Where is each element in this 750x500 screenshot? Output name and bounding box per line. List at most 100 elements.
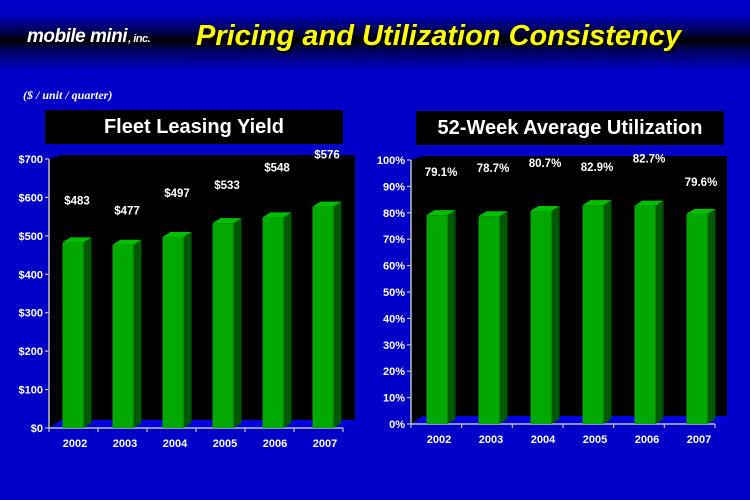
chart-0: $0 $100 $200 $300 $400 $500 $600 $700 $483 2002 $4… — [19, 150, 355, 450]
bar-2005 — [582, 200, 612, 424]
bar-top — [530, 205, 560, 211]
y-tick-label: 0% — [389, 419, 405, 431]
logo-text: mobile mini — [27, 26, 128, 47]
bar-2004 — [162, 232, 192, 428]
x-tick-label: 2004 — [163, 438, 188, 450]
data-label: $576 — [314, 150, 340, 162]
x-tick-label: 2002 — [63, 438, 87, 450]
bar-top — [686, 208, 716, 214]
data-label: 79.1% — [425, 167, 458, 179]
x-tick-label: 2003 — [113, 438, 137, 450]
y-tick-label: 50% — [383, 287, 405, 299]
bar-side — [551, 205, 560, 424]
y-tick-label: 20% — [383, 366, 405, 378]
bar-front — [426, 215, 448, 424]
bar-top — [634, 200, 664, 206]
bar-top — [262, 212, 292, 218]
bar-top — [478, 211, 508, 217]
bar-side — [233, 218, 242, 428]
bar-front — [112, 244, 134, 428]
y-tick-label: 80% — [383, 208, 405, 220]
x-tick-label: 2002 — [427, 434, 451, 446]
plot-back-wall — [49, 155, 355, 428]
bar-2003 — [112, 239, 142, 428]
y-tick-label: $500 — [19, 231, 43, 243]
y-tick-label: 90% — [383, 181, 405, 193]
bar-2002 — [426, 210, 456, 424]
y-tick-label: 30% — [383, 340, 405, 352]
bar-2003 — [478, 211, 508, 424]
bar-2002 — [62, 237, 92, 428]
bar-2005 — [212, 218, 242, 428]
chart-1: 0% 10% 20% 30% 40% 50% 60% 70% 80% 90% 100% 79.1% 20… — [377, 154, 727, 446]
bar-top — [582, 200, 612, 206]
bar-2007 — [686, 208, 716, 424]
bar-front — [686, 213, 708, 424]
bar-top — [212, 218, 242, 224]
bar-front — [582, 205, 604, 424]
slide-title: Pricing and Utilization Consistency — [196, 20, 682, 52]
bar-front — [312, 206, 334, 428]
units-subtitle: ($ / unit / quarter) — [23, 88, 113, 102]
bar-front — [530, 210, 552, 424]
bar-front — [162, 237, 184, 428]
y-tick-label: $600 — [19, 192, 43, 204]
bar-front — [62, 242, 84, 428]
y-tick-label: 10% — [383, 393, 405, 405]
bar-side — [133, 239, 142, 428]
y-tick-label: 40% — [383, 313, 405, 325]
x-tick-label: 2007 — [313, 438, 337, 450]
bar-side — [333, 201, 342, 428]
y-tick-label: 100% — [377, 155, 405, 167]
data-label: $477 — [114, 206, 140, 218]
x-tick-label: 2003 — [479, 434, 503, 446]
bar-2006 — [262, 212, 292, 428]
bar-top — [112, 239, 142, 245]
bar-side — [603, 200, 612, 424]
bar-top — [312, 201, 342, 207]
bar-front — [634, 205, 656, 424]
bar-front — [478, 216, 500, 424]
data-label: 80.7% — [529, 158, 562, 170]
data-label: $483 — [64, 195, 90, 207]
bar-side — [183, 232, 192, 428]
chart-title-fleet-leasing-yield: Fleet Leasing Yield — [45, 110, 343, 144]
bar-2004 — [530, 205, 560, 424]
bar-top — [426, 210, 456, 216]
bar-side — [655, 200, 664, 424]
x-tick-label: 2004 — [531, 434, 556, 446]
plot-floor — [49, 420, 355, 428]
bar-side — [707, 208, 716, 424]
bar-front — [212, 223, 234, 428]
data-label: 82.9% — [581, 162, 614, 174]
logo-suffix: , inc. — [128, 33, 151, 45]
data-label: $548 — [264, 162, 290, 174]
y-tick-label: $400 — [19, 269, 43, 281]
bar-2007 — [312, 201, 342, 428]
y-tick-label: $300 — [19, 308, 43, 320]
bar-side — [499, 211, 508, 424]
bar-side — [83, 237, 92, 428]
bar-front — [262, 217, 284, 428]
chart-title-utilization: 52-Week Average Utilization — [416, 111, 724, 145]
bar-top — [162, 232, 192, 238]
x-tick-label: 2005 — [583, 434, 607, 446]
data-label: 82.7% — [633, 154, 666, 166]
data-label: 78.7% — [477, 163, 510, 175]
data-label: $497 — [164, 188, 190, 200]
bar-2006 — [634, 200, 664, 424]
bar-side — [447, 210, 456, 424]
plot-floor — [411, 416, 727, 424]
title-band — [0, 14, 750, 70]
x-tick-label: 2005 — [213, 438, 237, 450]
y-tick-label: 60% — [383, 261, 405, 273]
y-tick-label: $200 — [19, 346, 43, 358]
bar-side — [283, 212, 292, 428]
data-label: $533 — [214, 180, 240, 192]
y-tick-label: $100 — [19, 385, 43, 397]
y-tick-label: $0 — [31, 423, 43, 435]
x-tick-label: 2006 — [263, 438, 287, 450]
x-tick-label: 2006 — [635, 434, 659, 446]
x-tick-label: 2007 — [687, 434, 711, 446]
